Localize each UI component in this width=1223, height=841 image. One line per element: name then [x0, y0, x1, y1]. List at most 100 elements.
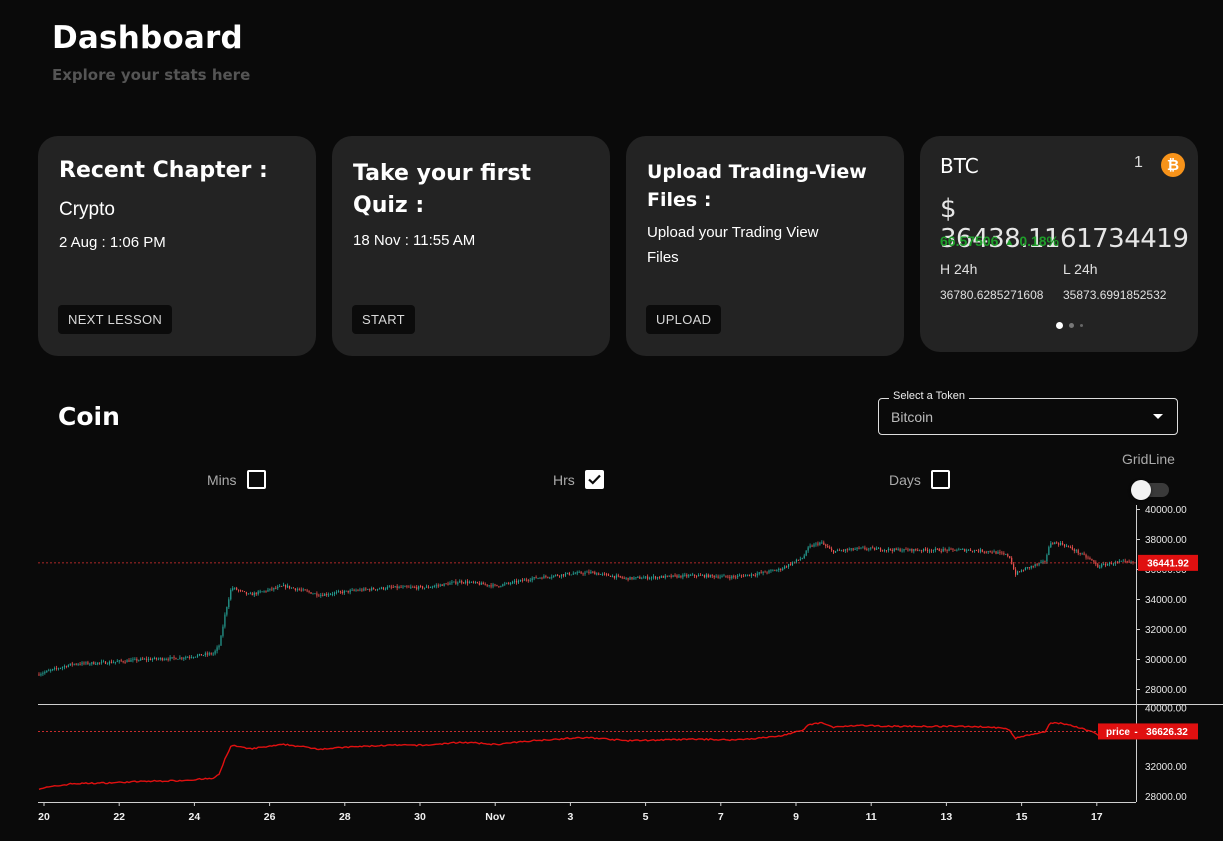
candle — [61, 667, 64, 668]
candle — [277, 586, 279, 589]
candle — [969, 549, 972, 551]
candle — [1044, 561, 1046, 563]
btc-ticker-card[interactable]: BTC 1 ₿ $ 36438.1161734419 66.57506 ▲ 0.18… — [920, 136, 1198, 352]
upload-button[interactable]: UPLOAD — [646, 305, 722, 334]
candle — [57, 668, 60, 670]
candle — [341, 591, 343, 594]
candle — [531, 578, 533, 581]
candle — [44, 672, 46, 674]
candle — [173, 657, 175, 658]
candle — [1069, 546, 1071, 548]
candle — [167, 659, 169, 661]
token-select[interactable]: Select a Token Bitcoin — [878, 390, 1178, 435]
candle — [1132, 561, 1134, 563]
ticker-change-percent: 0.18% — [1019, 233, 1060, 249]
candle — [1073, 549, 1075, 551]
candle — [376, 588, 379, 590]
candle — [860, 547, 862, 549]
candle — [962, 549, 964, 550]
candle — [1075, 550, 1077, 552]
candle — [89, 663, 91, 665]
candle — [108, 661, 111, 664]
days-checkbox[interactable] — [930, 470, 950, 489]
candle — [1003, 553, 1005, 555]
gridline-toggle[interactable] — [1131, 480, 1169, 500]
candle — [641, 578, 643, 580]
candle — [482, 582, 484, 585]
candle — [682, 574, 684, 578]
candle — [521, 579, 523, 581]
candle — [1085, 554, 1087, 558]
candle — [543, 576, 545, 579]
candle — [746, 574, 749, 576]
candle — [971, 550, 974, 552]
candle — [169, 657, 171, 660]
candle — [347, 590, 349, 593]
ticker-symbol: BTC — [940, 154, 979, 178]
candle — [539, 577, 541, 579]
gridline-toggle-knob[interactable] — [1131, 480, 1151, 500]
candle — [75, 663, 77, 665]
next-lesson-button[interactable]: NEXT LESSON — [58, 305, 173, 334]
price-chart[interactable]: 40000.0038000.0036000.0034000.0032000.00… — [0, 500, 1223, 841]
candle — [876, 548, 878, 550]
upload-text-line2: Files — [647, 249, 679, 266]
candle — [926, 549, 929, 552]
candle — [69, 663, 71, 666]
candle — [234, 587, 236, 589]
candle — [549, 577, 551, 579]
last-price-label: 36441.92 — [1147, 558, 1189, 569]
x-tick-label: 7 — [718, 811, 724, 823]
candle — [408, 586, 410, 588]
candle — [191, 657, 193, 659]
candle — [705, 574, 707, 578]
candle — [470, 581, 473, 583]
hrs-checkbox[interactable] — [584, 470, 604, 489]
candle — [296, 589, 298, 591]
mins-checkbox[interactable] — [246, 470, 266, 489]
candle — [427, 586, 430, 588]
candle — [782, 568, 784, 570]
candle — [1018, 571, 1021, 573]
carousel-dot[interactable] — [1080, 324, 1083, 327]
candle — [660, 576, 662, 578]
candle — [472, 581, 475, 583]
candle — [854, 549, 856, 550]
candle — [149, 658, 152, 660]
candle — [684, 574, 686, 576]
candle — [553, 575, 555, 577]
candle — [778, 568, 780, 571]
interval-mins: Mins — [207, 470, 266, 489]
candle — [1128, 561, 1130, 563]
candle — [649, 578, 651, 579]
candle — [310, 592, 312, 594]
candle — [283, 585, 285, 587]
candle — [429, 587, 431, 589]
candle — [535, 577, 537, 579]
x-tick-label: 24 — [189, 811, 201, 823]
candle — [208, 653, 210, 655]
quiz-title-line2: Quiz : — [353, 193, 425, 218]
candle — [703, 575, 705, 578]
candle — [631, 577, 633, 580]
candle — [284, 585, 287, 588]
start-button[interactable]: START — [352, 305, 415, 334]
candle — [836, 549, 839, 551]
candle — [1087, 557, 1089, 559]
candle — [928, 550, 931, 552]
candle — [95, 664, 97, 665]
candle — [729, 577, 731, 579]
candle — [905, 548, 907, 550]
candle — [130, 660, 132, 662]
carousel-dot[interactable] — [1069, 323, 1074, 328]
candle — [361, 589, 363, 591]
candle — [1024, 567, 1026, 571]
candle — [193, 657, 195, 658]
candle — [578, 572, 580, 573]
candle — [87, 662, 89, 665]
candle — [742, 575, 745, 577]
carousel-dot-active[interactable] — [1056, 322, 1063, 329]
candle — [615, 575, 617, 578]
candle — [294, 588, 296, 590]
candle — [1061, 542, 1064, 545]
